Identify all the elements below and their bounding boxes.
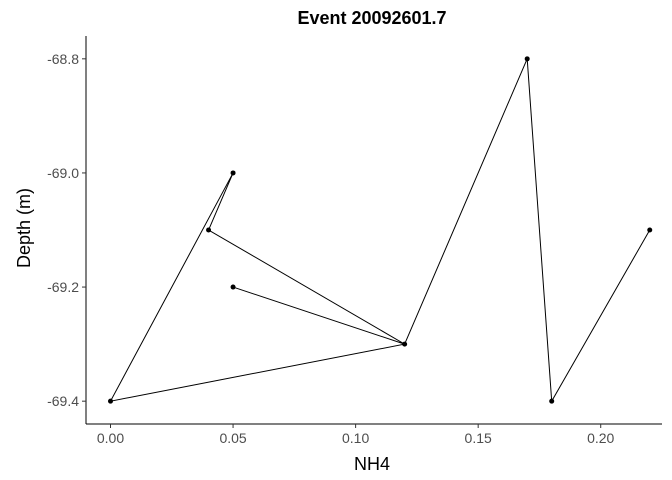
x-axis-ticks: 0.00 0.05 0.10 0.15 0.20 bbox=[97, 424, 615, 446]
data-points bbox=[108, 56, 653, 404]
x-tick-label: 0.15 bbox=[465, 430, 492, 446]
data-point bbox=[230, 170, 236, 176]
x-tick-label: 0.20 bbox=[587, 430, 614, 446]
series-lines bbox=[109, 58, 651, 403]
data-point bbox=[647, 227, 653, 233]
data-point bbox=[524, 56, 530, 62]
x-tick-label: 0.10 bbox=[342, 430, 369, 446]
y-tick-label: -69.4 bbox=[47, 393, 79, 409]
y-tick-label: -68.8 bbox=[47, 51, 79, 67]
y-axis-label: Depth (m) bbox=[14, 188, 34, 268]
series-line bbox=[109, 58, 651, 403]
x-axis-label: NH4 bbox=[354, 454, 390, 474]
x-tick-label: 0.05 bbox=[219, 430, 246, 446]
series-line bbox=[207, 172, 405, 345]
data-point bbox=[206, 227, 212, 233]
data-point bbox=[402, 341, 408, 347]
y-tick-label: -69.0 bbox=[47, 165, 79, 181]
x-tick-label: 0.00 bbox=[97, 430, 124, 446]
data-point bbox=[230, 284, 236, 290]
y-axis-ticks: -68.8 -69.0 -69.2 -69.4 bbox=[47, 51, 86, 409]
chart-title: Event 20092601.7 bbox=[297, 8, 446, 28]
y-tick-label: -69.2 bbox=[47, 279, 79, 295]
data-point bbox=[549, 398, 555, 404]
data-point bbox=[108, 398, 114, 404]
